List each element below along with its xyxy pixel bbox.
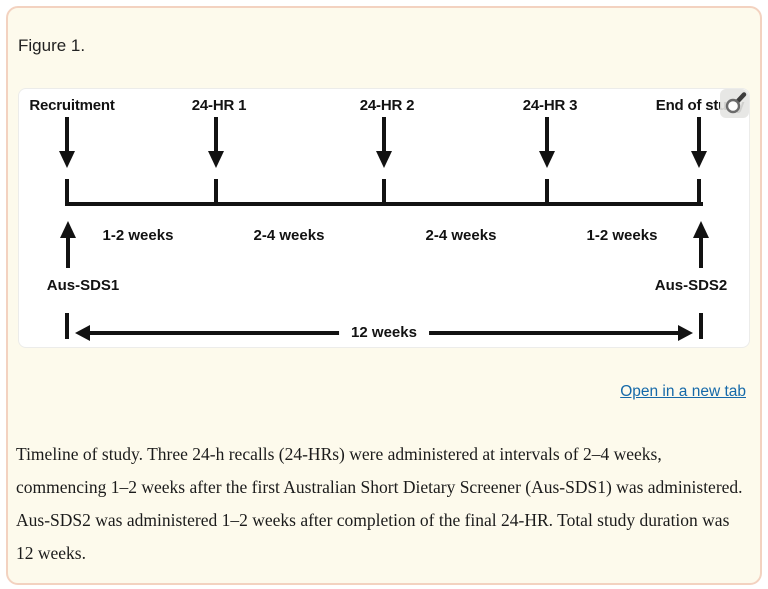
magnifier-icon	[725, 91, 746, 113]
duration-end-bar-left	[65, 313, 69, 339]
figure-caption: Timeline of study. Three 24-h recalls (2…	[16, 444, 743, 563]
left-arrowhead-icon	[75, 325, 90, 341]
duration-label: 12 weeks	[339, 323, 429, 343]
interval-label-4: 1-2 weeks	[586, 227, 658, 244]
open-in-new-tab-link[interactable]: Open in a new tab	[620, 383, 746, 400]
duration-end-bar-right	[699, 313, 703, 339]
event-label-24hr2: 24-HR 2	[359, 97, 415, 114]
figure-card: Figure 1. Recruitment 24-HR 1 24-HR 2 24…	[6, 6, 762, 585]
interval-label-2: 2-4 weeks	[253, 227, 325, 244]
aus-sds2-label: Aus-SDS2	[654, 277, 728, 294]
figure-image[interactable]: Recruitment 24-HR 1 24-HR 2 24-HR 3 End …	[18, 88, 750, 348]
duration-arrow: 12 weeks	[75, 323, 693, 343]
event-label-recruitment: Recruitment	[29, 97, 115, 114]
zoom-button[interactable]	[720, 89, 749, 118]
aus-sds1-label: Aus-SDS1	[46, 277, 120, 294]
event-label-24hr1: 24-HR 1	[191, 97, 247, 114]
interval-label-1: 1-2 weeks	[102, 227, 174, 244]
figure-label: Figure 1.	[18, 36, 86, 55]
right-arrowhead-icon	[678, 325, 693, 341]
interval-label-3: 2-4 weeks	[425, 227, 497, 244]
event-label-24hr3: 24-HR 3	[522, 97, 578, 114]
